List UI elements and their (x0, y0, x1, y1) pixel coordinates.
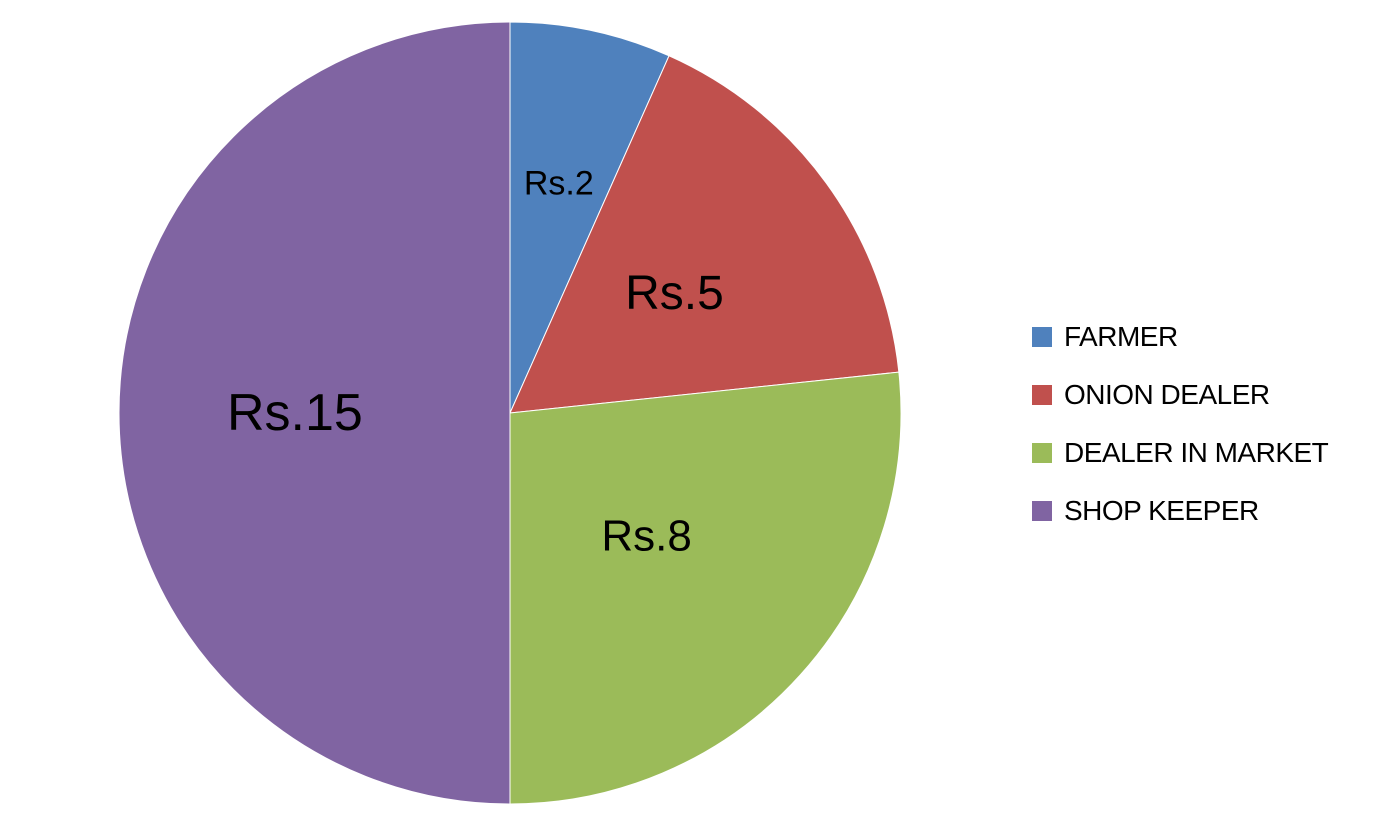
legend-label: ONION DEALER (1064, 379, 1270, 410)
legend-item-dealer-in-market: DEALER IN MARKET (1032, 424, 1377, 482)
legend-swatch (1032, 501, 1052, 521)
legend-label: FARMER (1064, 321, 1178, 352)
pie-data-labels: Rs.2 Rs.5 Rs.8 Rs.15 (227, 165, 724, 561)
legend-label: DEALER IN MARKET (1064, 437, 1329, 468)
data-label-dealer-in-market: Rs.8 (601, 512, 691, 561)
legend-swatch (1032, 385, 1052, 405)
legend-item-farmer: FARMER (1032, 308, 1377, 366)
data-label-shop-keeper: Rs.15 (227, 384, 363, 442)
data-label-onion-dealer: Rs.5 (625, 267, 724, 320)
legend-item-shop-keeper: SHOP KEEPER (1032, 482, 1377, 540)
data-label-farmer: Rs.2 (524, 165, 594, 203)
legend-item-onion-dealer: ONION DEALER (1032, 366, 1377, 424)
pie-slices (118, 21, 902, 805)
pie-slice-shop-keeper (118, 21, 511, 805)
legend-swatch (1032, 443, 1052, 463)
legend-label: SHOP KEEPER (1064, 495, 1259, 526)
pie-slice-onion-dealer (509, 55, 900, 414)
pie-slice-farmer (509, 21, 670, 414)
legend-swatch (1032, 327, 1052, 347)
chart-legend: FARMER ONION DEALER DEALER IN MARKET SHOP K… (1032, 308, 1377, 540)
pie-slice-dealer-in-market (509, 371, 902, 805)
